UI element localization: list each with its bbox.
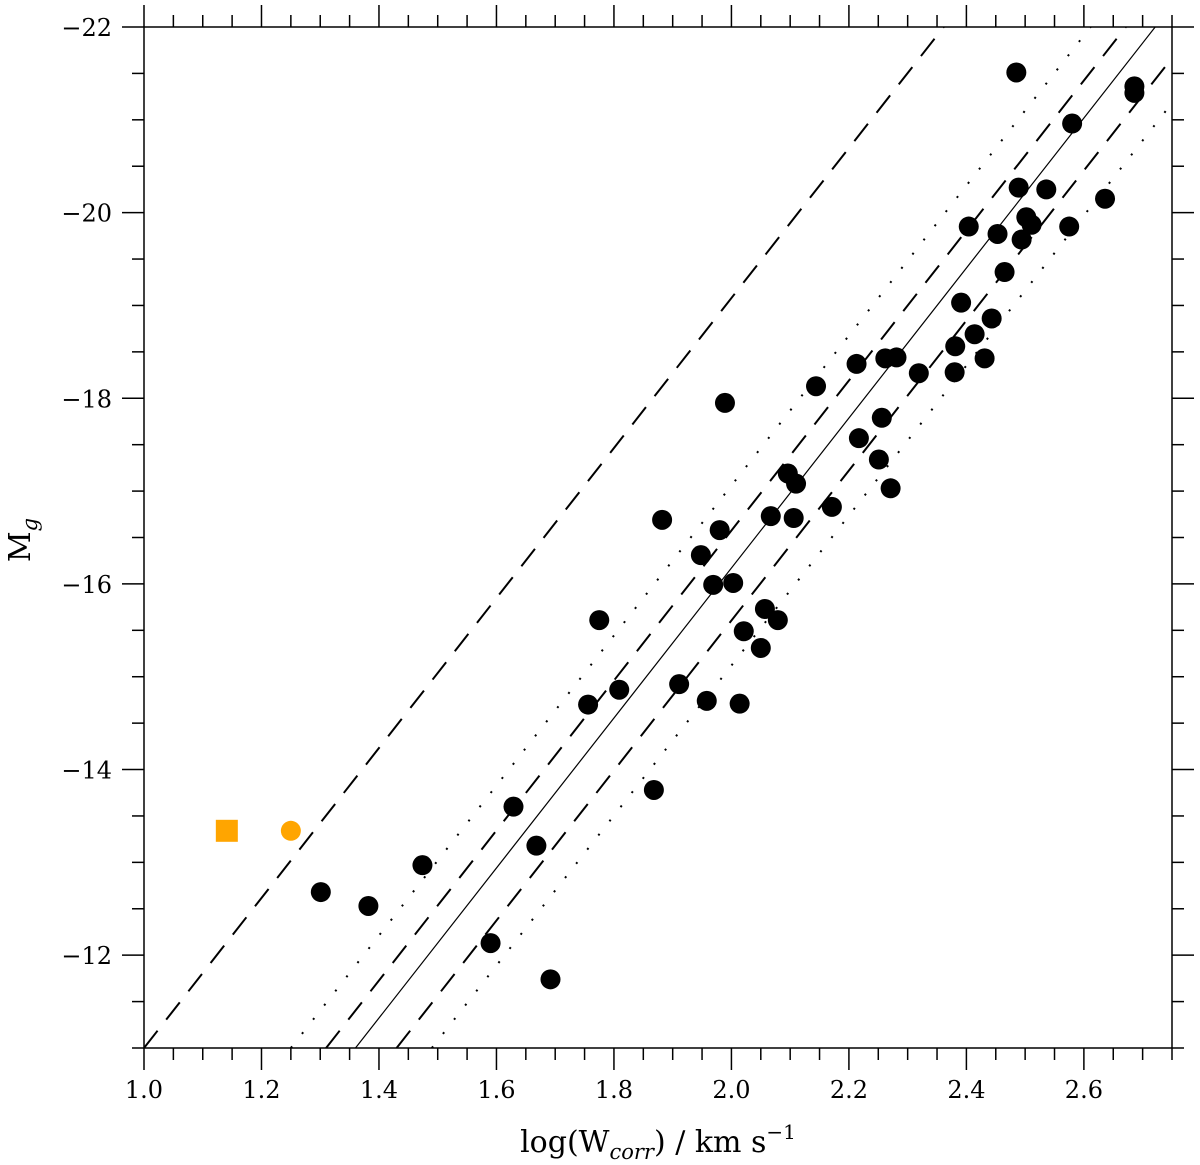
circle-marker: [1008, 177, 1029, 198]
circle-marker: [821, 496, 842, 517]
circle-marker: [908, 363, 929, 384]
dashed-line-1: [325, 27, 1128, 1048]
dotted-line-3: [290, 27, 1092, 1048]
x-tick-label: 1.8: [595, 1076, 633, 1104]
x-tick-label: 1.2: [242, 1076, 280, 1104]
circle-marker: [1095, 188, 1116, 209]
circle-marker: [1059, 216, 1080, 237]
circle-marker: [578, 694, 599, 715]
circle-marker: [714, 392, 735, 413]
circle-marker: [958, 216, 979, 237]
circle-marker: [848, 428, 869, 449]
y-tick-label: −16: [61, 571, 112, 599]
y-tick-label: −18: [61, 385, 112, 413]
circle-marker: [723, 572, 744, 593]
circle-marker: [880, 478, 901, 499]
circle-marker: [526, 835, 547, 856]
y-tick-label: −12: [61, 942, 112, 970]
circle-marker: [783, 508, 804, 529]
circle-marker: [609, 679, 630, 700]
circle-marker: [709, 520, 730, 541]
circle-marker: [733, 621, 754, 642]
circle-marker: [754, 598, 775, 619]
circle-marker: [669, 674, 690, 695]
circle-marker: [652, 509, 673, 530]
circle-marker: [310, 882, 331, 903]
relation-lines: [144, 27, 1172, 1048]
square-marker: [215, 819, 238, 842]
circle-marker: [1011, 229, 1032, 250]
x-tick-label: 2.4: [947, 1076, 985, 1104]
y-tick-label: −20: [61, 200, 112, 228]
circle-marker: [703, 574, 724, 595]
circle-marker: [412, 855, 433, 876]
circle-marker: [806, 376, 827, 397]
circle-marker: [1062, 113, 1083, 134]
circle-marker: [981, 308, 1002, 329]
axes: 1.0 1.2 1.4 1.6 1.8 2.0 2.2 2.4 2.6 −22 −20 −18 −16 −…: [61, 5, 1194, 1104]
circle-marker: [1021, 214, 1042, 235]
circle-marker: [945, 336, 966, 357]
circle-marker: [944, 362, 965, 383]
x-axis-label: log(Wcorr) / km s−1: [520, 1120, 796, 1164]
circle-marker: [280, 820, 301, 841]
circle-marker: [696, 690, 717, 711]
circle-marker: [871, 407, 892, 428]
circle-marker: [951, 292, 972, 313]
circle-marker: [767, 610, 788, 631]
y-axis-label: Mg: [3, 518, 42, 562]
solid-line-0: [355, 27, 1156, 1048]
dashed-line-5: [144, 27, 945, 1048]
circle-marker: [964, 324, 985, 345]
circle-marker: [868, 449, 889, 470]
y-tick-label: −14: [61, 757, 112, 785]
x-tick-label: 1.0: [125, 1076, 163, 1104]
circle-marker: [987, 223, 1008, 244]
circle-marker: [729, 693, 750, 714]
dotted-line-4: [431, 101, 1172, 1048]
circle-marker: [1036, 179, 1057, 200]
data-points: [215, 62, 1145, 990]
circle-marker: [750, 637, 771, 658]
circle-marker: [643, 779, 664, 800]
x-tick-label: 2.2: [830, 1076, 868, 1104]
circle-marker: [690, 545, 711, 566]
circle-marker: [994, 262, 1015, 283]
circle-marker: [540, 969, 561, 990]
circle-marker: [480, 933, 501, 954]
circle-marker: [786, 473, 807, 494]
x-tick-label: 1.4: [360, 1076, 398, 1104]
x-tick-label: 1.6: [477, 1076, 515, 1104]
circle-marker: [974, 348, 995, 369]
circle-marker: [1124, 82, 1145, 103]
x-tick-label: 2.6: [1065, 1076, 1103, 1104]
circle-marker: [503, 796, 524, 817]
y-tick-label: −22: [61, 14, 112, 42]
x-tick-label: 2.0: [712, 1076, 750, 1104]
circle-marker: [1006, 62, 1027, 83]
circle-marker: [589, 610, 610, 631]
circle-marker: [760, 506, 781, 527]
circle-marker: [886, 347, 907, 368]
circle-marker: [358, 895, 379, 916]
circle-marker: [846, 353, 867, 374]
